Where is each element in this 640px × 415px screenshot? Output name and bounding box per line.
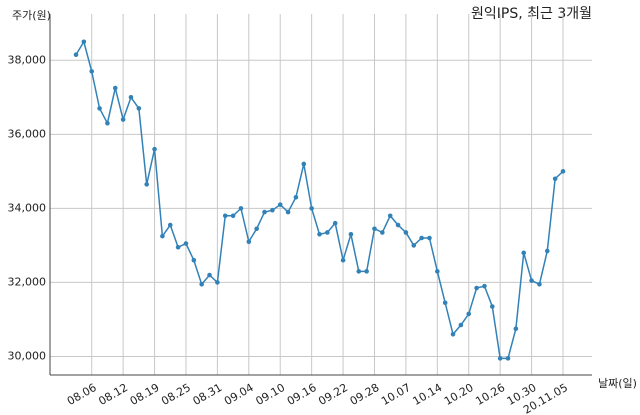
point xyxy=(222,213,228,219)
point xyxy=(419,235,424,241)
point xyxy=(207,272,212,278)
point xyxy=(356,269,362,274)
point xyxy=(254,226,259,232)
point xyxy=(544,248,550,254)
point xyxy=(246,239,252,245)
point xyxy=(560,169,566,174)
x-tick-label: 08.25 xyxy=(159,381,193,408)
point xyxy=(403,230,409,235)
point xyxy=(529,278,534,283)
point xyxy=(380,230,385,235)
point xyxy=(348,232,354,237)
point xyxy=(144,182,149,187)
point xyxy=(199,281,204,287)
point xyxy=(191,257,197,263)
point xyxy=(466,311,472,317)
point xyxy=(427,235,432,241)
point xyxy=(309,206,314,211)
point xyxy=(458,322,464,328)
point xyxy=(112,85,118,91)
point xyxy=(270,207,275,213)
point xyxy=(435,269,440,274)
y-tick-label: 32,000 xyxy=(8,275,47,288)
point xyxy=(285,209,291,215)
x-axis-label: 날짜(일) xyxy=(598,376,637,390)
point xyxy=(317,232,322,237)
point xyxy=(442,300,448,306)
x-tick-label: 10.14 xyxy=(411,381,445,408)
point xyxy=(262,209,267,215)
x-tick-label: 09.22 xyxy=(316,381,350,408)
line xyxy=(75,39,564,360)
y-tick-label: 34,000 xyxy=(8,201,47,214)
point xyxy=(552,176,558,182)
point xyxy=(175,244,181,250)
point xyxy=(450,331,456,337)
x-tick-label: 09.04 xyxy=(222,381,256,408)
point xyxy=(160,233,165,239)
x-tick-label: 10.20 xyxy=(442,381,476,408)
point xyxy=(332,220,338,226)
point xyxy=(128,95,134,100)
x-tick-label: 08.12 xyxy=(96,381,130,408)
point xyxy=(136,106,142,111)
x-tick-label: 08.31 xyxy=(191,381,225,408)
point xyxy=(505,356,511,361)
x-tick-label: 10.07 xyxy=(379,381,413,408)
point xyxy=(340,257,346,263)
point xyxy=(521,250,527,256)
point xyxy=(395,222,401,228)
point xyxy=(183,241,189,246)
x-tick-label: 10.26 xyxy=(473,381,507,408)
point xyxy=(73,52,79,58)
y-tick-label: 36,000 xyxy=(8,127,47,140)
point xyxy=(277,202,283,207)
x-tick-label: 09.16 xyxy=(285,381,319,408)
point xyxy=(513,326,519,332)
point xyxy=(105,120,110,126)
x-tick-label: 08.06 xyxy=(65,381,99,408)
point xyxy=(372,226,377,232)
point xyxy=(152,146,157,152)
y-tick-label: 38,000 xyxy=(8,53,47,66)
point xyxy=(89,69,95,74)
point xyxy=(238,206,244,211)
point xyxy=(474,285,479,291)
point xyxy=(325,230,330,235)
point xyxy=(230,213,236,219)
point xyxy=(293,194,299,200)
point xyxy=(490,304,495,309)
point xyxy=(120,117,126,122)
point xyxy=(215,280,220,285)
x-tick-label: 08.19 xyxy=(128,381,162,408)
point xyxy=(497,356,503,361)
point xyxy=(364,269,369,274)
point xyxy=(387,213,393,219)
point xyxy=(482,283,487,289)
point xyxy=(167,222,173,228)
y-axis-label: 주가(원) xyxy=(12,9,51,22)
point xyxy=(411,243,417,248)
point xyxy=(537,281,542,287)
x-tick-label: 09.10 xyxy=(253,381,287,408)
point xyxy=(97,106,102,111)
point xyxy=(81,39,87,45)
point xyxy=(301,161,307,167)
y-tick-label: 30,000 xyxy=(8,349,47,362)
x-tick-label: 09.28 xyxy=(348,381,382,408)
